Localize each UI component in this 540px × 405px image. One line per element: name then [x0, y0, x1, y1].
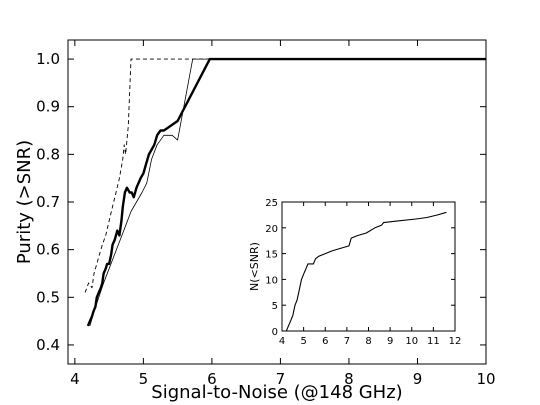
inset-x-tick-label: 12	[449, 336, 462, 347]
main-x-tick-label: 5	[139, 370, 149, 388]
inset-y-tick-label: 15	[265, 250, 278, 261]
inset-y-tick-label: 5	[272, 301, 278, 312]
inset-chart: 4 5 6 7 8 9 10 11 12 0 5 10 15 20 25 N(<SNR)	[248, 198, 461, 347]
main-x-tick-label: 8	[344, 370, 354, 388]
inset-y-tick-label: 0	[272, 327, 278, 338]
inset-series-layer	[285, 211, 447, 332]
inset-y-axis-label: N(<SNR)	[248, 242, 261, 291]
inset-y-tick-label: 25	[265, 198, 278, 209]
main-y-tick-label: 0.6	[36, 241, 60, 259]
main-y-tick-label: 0.7	[36, 193, 60, 211]
main-x-tick-label: 6	[207, 370, 217, 388]
inset-x-tick-label: 8	[365, 336, 371, 347]
main-x-tick-label: 7	[276, 370, 286, 388]
inset-series-solid	[285, 211, 447, 332]
inset-background	[282, 202, 455, 331]
main-series-layer	[84, 57, 486, 327]
inset-ticks: 4 5 6 7 8 9 10 11 12 0 5 10 15 20 25	[265, 198, 461, 347]
main-y-tick-label: 0.9	[36, 98, 60, 116]
inset-y-tick-label: 20	[265, 224, 278, 235]
main-series-thick-solid	[86, 57, 486, 327]
main-series-thin-solid	[89, 58, 486, 327]
main-y-tick-label: 1.0	[36, 50, 60, 68]
main-y-tick-label: 0.5	[36, 288, 60, 306]
inset-x-tick-label: 7	[344, 336, 350, 347]
inset-y-tick-label: 10	[265, 275, 278, 286]
main-x-tick-label: 4	[70, 370, 80, 388]
main-x-tick-label: 9	[413, 370, 423, 388]
main-ticks: 4 5 6 7 8 9 10 0.4 0.5 0.6 0.7 0.8 0.9 1.0	[36, 40, 496, 388]
main-y-tick-label: 0.8	[36, 145, 60, 163]
main-x-axis-label: Signal-to-Noise (@148 GHz)	[151, 382, 402, 403]
inset-x-tick-label: 9	[387, 336, 393, 347]
main-series-dashed	[84, 58, 486, 293]
inset-x-tick-label: 6	[322, 336, 328, 347]
inset-x-tick-label: 4	[279, 336, 285, 347]
main-x-tick-label: 10	[476, 370, 495, 388]
main-y-tick-label: 0.4	[36, 336, 60, 354]
inset-x-tick-label: 10	[405, 336, 418, 347]
main-y-axis-label: Purity (>SNR)	[14, 140, 35, 264]
inset-x-tick-label: 11	[427, 336, 440, 347]
inset-x-tick-label: 5	[300, 336, 306, 347]
main-chart: 4 5 6 7 8 9 10 0.4 0.5 0.6 0.7 0.8 0.9 1.0 Signal-to-…	[14, 39, 496, 403]
